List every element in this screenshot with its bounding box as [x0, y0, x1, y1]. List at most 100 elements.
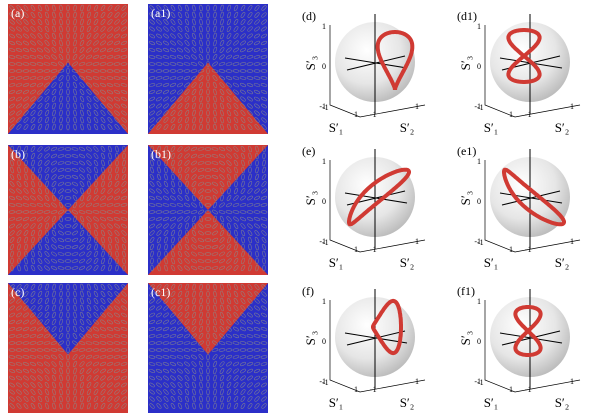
polarization-ellipse: [100, 216, 106, 222]
polarization-ellipse: [122, 166, 126, 174]
polarization-ellipse: [184, 160, 190, 166]
polarization-ellipse: [211, 266, 219, 270]
polarization-ellipse: [121, 237, 127, 243]
polarization-ellipse: [31, 250, 35, 258]
polarization-ellipse: [66, 53, 70, 61]
polarization-ellipse: [79, 202, 85, 208]
polarization-ellipse: [114, 124, 120, 130]
polarization-ellipse: [227, 116, 231, 124]
polarization-ellipse: [177, 368, 183, 374]
polarization-ellipse: [190, 146, 198, 152]
polarization-ellipse: [51, 47, 57, 53]
polarization-ellipse: [23, 12, 29, 18]
polarization-ellipse: [212, 333, 218, 339]
polarization-ellipse: [44, 326, 50, 332]
polarization-ellipse: [239, 62, 247, 66]
polarization-ellipse: [199, 402, 203, 410]
polarization-ellipse: [164, 257, 168, 265]
polarization-ellipse: [100, 305, 106, 311]
polarization-ellipse: [156, 305, 162, 311]
polarization-ellipse: [8, 62, 16, 66]
polarization-ellipse: [240, 319, 246, 325]
polarization-ellipse: [155, 368, 163, 374]
polarization-ellipse: [9, 291, 15, 297]
polarization-ellipse: [30, 195, 36, 201]
polarization-ellipse: [16, 305, 22, 311]
polarization-ellipse: [225, 62, 233, 66]
polarization-ellipse: [170, 124, 176, 130]
polarization-ellipse: [260, 362, 268, 366]
polarization-ellipse: [73, 102, 77, 110]
polarization-ellipse: [240, 152, 246, 160]
polarization-ellipse: [73, 39, 77, 47]
polarization-ellipse: [253, 62, 261, 66]
polarization-ellipse: [220, 222, 224, 230]
ellipse-grid: [148, 145, 268, 272]
polarization-ellipse: [30, 152, 36, 160]
polarization-ellipse: [177, 117, 183, 123]
polarization-ellipse: [43, 355, 51, 359]
polarization-ellipse: [71, 154, 79, 158]
polarization-ellipse: [184, 33, 190, 39]
polarization-ellipse: [73, 325, 77, 333]
polarization-ellipse: [107, 5, 113, 11]
polarization-ellipse: [150, 166, 154, 174]
polarization-ellipse: [8, 40, 16, 46]
polarization-ellipse: [149, 298, 155, 304]
polarization-ellipse: [59, 25, 63, 33]
polarization-ellipse: [23, 305, 29, 311]
polarization-ellipse: [114, 375, 120, 381]
s1-label: S′₁: [484, 255, 499, 270]
polarization-ellipse: [9, 103, 15, 109]
polarization-ellipse: [176, 76, 184, 80]
polarization-ellipse: [233, 40, 239, 46]
polarization-ellipse: [233, 33, 239, 39]
polarization-ellipse: [226, 18, 232, 26]
polarization-ellipse: [162, 62, 170, 66]
polarization-ellipse: [239, 361, 247, 367]
polarization-ellipse: [206, 102, 210, 110]
polarization-ellipse: [79, 89, 85, 95]
polarization-ellipse: [206, 95, 210, 103]
polarization-ellipse: [16, 5, 22, 11]
polarization-ellipse: [191, 54, 197, 60]
polarization-ellipse: [57, 266, 65, 270]
polarization-ellipse: [184, 375, 190, 381]
polarization-ellipse: [156, 33, 162, 39]
polarization-ellipse: [254, 312, 260, 318]
polarization-ellipse: [9, 284, 15, 290]
polarization-ellipse: [184, 258, 190, 264]
polarization-ellipse: [254, 396, 260, 402]
polarization-ellipse: [219, 95, 225, 103]
polarization-ellipse: [9, 389, 15, 395]
polarization-ellipse: [234, 173, 238, 181]
polarization-ellipse: [43, 210, 51, 214]
polarization-ellipse: [44, 361, 50, 367]
polarization-ellipse: [121, 5, 127, 11]
polarization-ellipse: [51, 258, 57, 264]
polarization-ellipse: [44, 388, 50, 396]
polarization-ellipse: [120, 348, 128, 352]
polarization-ellipse: [184, 54, 190, 60]
polarization-ellipse: [156, 12, 162, 18]
polarization-ellipse: [219, 237, 225, 243]
polarization-ellipse: [80, 388, 84, 396]
polarization-ellipse: [108, 264, 112, 272]
polarization-ellipse: [31, 159, 35, 167]
polarization-ellipse: [177, 361, 183, 367]
polarization-ellipse: [57, 259, 65, 263]
polarization-ellipse: [170, 284, 176, 290]
polarization-ellipse: [58, 195, 64, 201]
polarization-ellipse: [234, 166, 238, 174]
s1-tick-label: -1: [477, 378, 484, 387]
s3-label: S′₃: [458, 331, 473, 346]
polarization-ellipse: [233, 361, 239, 367]
polarization-ellipse: [37, 110, 43, 116]
polarization-ellipse: [233, 312, 239, 318]
polarization-ellipse: [261, 237, 267, 243]
polarization-ellipse: [66, 60, 70, 68]
polarization-ellipse: [30, 396, 36, 402]
polarization-ellipse: [31, 166, 35, 174]
polarization-ellipse: [100, 291, 106, 297]
polarization-ellipse: [192, 402, 196, 410]
